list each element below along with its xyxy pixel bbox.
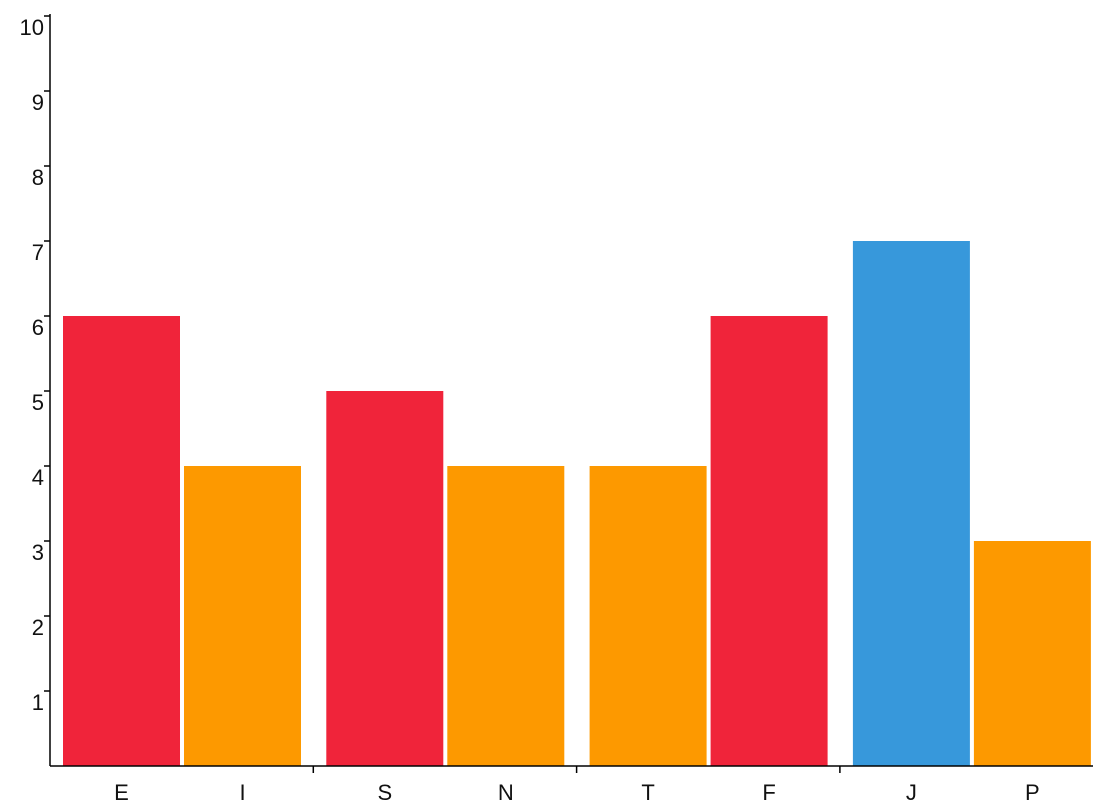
bar bbox=[973, 541, 1091, 766]
x-tick-label: S bbox=[377, 780, 392, 805]
bar bbox=[63, 316, 180, 766]
y-tick-label: 6 bbox=[32, 315, 44, 340]
bar bbox=[852, 241, 970, 766]
x-tick-label: F bbox=[762, 780, 775, 805]
bar bbox=[184, 466, 301, 766]
x-tick-label: I bbox=[239, 780, 245, 805]
y-tick-label: 9 bbox=[32, 90, 44, 115]
y-tick-label: 7 bbox=[32, 240, 44, 265]
y-tick-label: 4 bbox=[32, 465, 44, 490]
y-tick-label: 10 bbox=[20, 15, 44, 40]
x-tick-label: J bbox=[906, 780, 917, 805]
x-tick-label: P bbox=[1025, 780, 1040, 805]
bar bbox=[326, 391, 444, 766]
y-tick-label: 1 bbox=[32, 690, 44, 715]
y-tick-label: 2 bbox=[32, 615, 44, 640]
bar bbox=[589, 466, 707, 766]
x-tick-label: T bbox=[641, 780, 654, 805]
x-tick-label: E bbox=[114, 780, 129, 805]
y-tick-label: 5 bbox=[32, 390, 44, 415]
x-tick-label: N bbox=[498, 780, 514, 805]
bar bbox=[447, 466, 565, 766]
bar bbox=[710, 316, 828, 766]
y-tick-label: 3 bbox=[32, 540, 44, 565]
y-tick-label: 8 bbox=[32, 165, 44, 190]
